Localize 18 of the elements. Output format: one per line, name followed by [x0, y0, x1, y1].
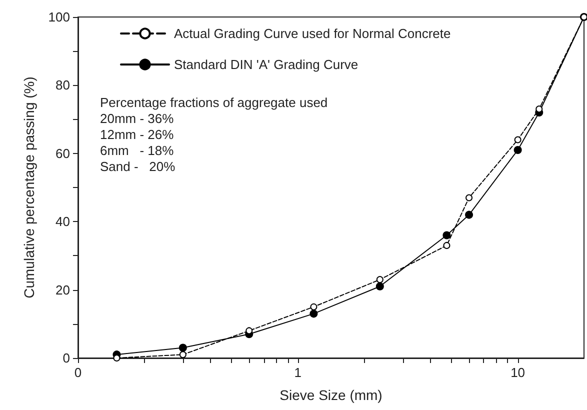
x-axis-title: Sieve Size (mm) — [280, 387, 382, 403]
x-tick-label: 10 — [510, 365, 526, 380]
y-tick-label: 40 — [56, 214, 70, 230]
legend-label: Standard DIN 'A' Grading Curve — [174, 57, 358, 72]
x-tick-label: 0 — [74, 365, 82, 380]
y-tick-label: 80 — [56, 78, 70, 93]
y-tick-label: 60 — [56, 146, 70, 161]
annotation: 20mm - 36% — [100, 111, 174, 126]
legend-label: Actual Grading Curve used for Normal Concrete — [174, 26, 451, 41]
y-tick-label: 0 — [62, 350, 70, 366]
annotation: Percentage fractions of aggregate used — [100, 95, 328, 110]
y-axis-title: Cumulative percentage passing (%) — [21, 76, 37, 298]
y-tick-label: 20 — [56, 282, 70, 298]
y-tick-label: 100 — [48, 10, 70, 24]
annotation: 6mm - 18% — [100, 143, 174, 158]
annotation: Sand - 20% — [100, 159, 176, 174]
x-tick-label: 1 — [294, 365, 302, 380]
annotation: 12mm - 26% — [100, 127, 174, 142]
